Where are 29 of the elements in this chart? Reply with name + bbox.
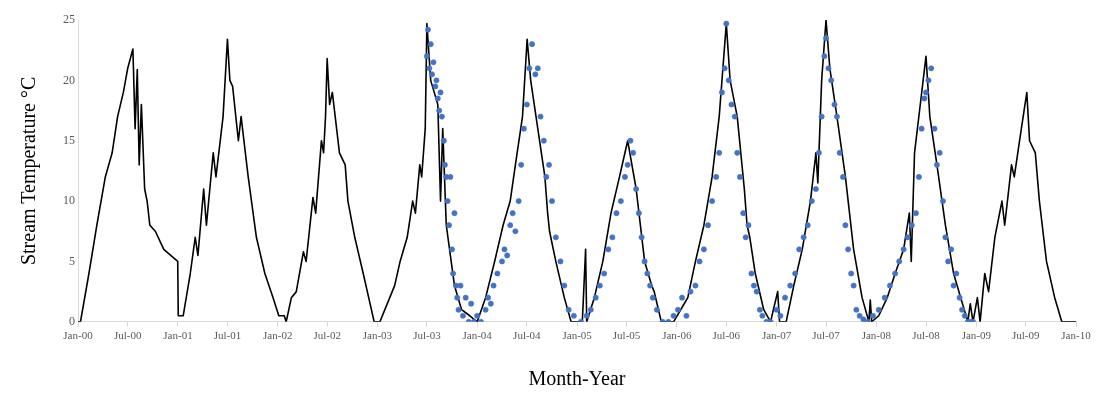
y-tick-label: 10: [63, 193, 75, 208]
x-tick-label: Jan-03: [362, 329, 393, 342]
x-tick-label: Jul-03: [413, 329, 442, 342]
x-tick-label: Jan-07: [761, 329, 792, 342]
x-tick-label: Jul-00: [113, 329, 142, 342]
x-tick-label: Jan-01: [163, 329, 193, 342]
x-axis-title: Month-Year: [528, 367, 626, 390]
x-tick-label: Jul-09: [1011, 329, 1040, 342]
y-axis-title: Stream Temperature °C: [17, 76, 41, 266]
x-tick-label: Jul-07: [812, 329, 841, 342]
y-tick-label: 15: [63, 132, 75, 147]
y-tick-label: 25: [63, 12, 75, 27]
x-tick-label: Jan-09: [961, 329, 992, 342]
x-tick-label: Jan-08: [861, 329, 892, 342]
x-tick-label: Jan-05: [562, 329, 593, 342]
x-tick-label: Jul-02: [313, 329, 341, 342]
x-tick-label: Jan-04: [462, 329, 493, 342]
x-tick-label: Jul-01: [213, 329, 242, 342]
x-tick-label: Jul-05: [612, 329, 641, 342]
y-tick-label: 5: [69, 253, 75, 268]
x-tick-label: Jul-06: [712, 329, 741, 342]
x-tick-label: Jul-08: [912, 329, 941, 342]
x-tick-label: Jan-02: [263, 329, 293, 342]
y-tick-label: 0: [69, 313, 75, 328]
x-tick-label: Jan-10: [1061, 329, 1092, 342]
x-tick-label: Jul-04: [513, 329, 542, 342]
x-tick-label: Jan-00: [63, 329, 94, 342]
x-tick-label: Jan-06: [662, 329, 693, 342]
y-tick-label: 20: [63, 72, 75, 87]
